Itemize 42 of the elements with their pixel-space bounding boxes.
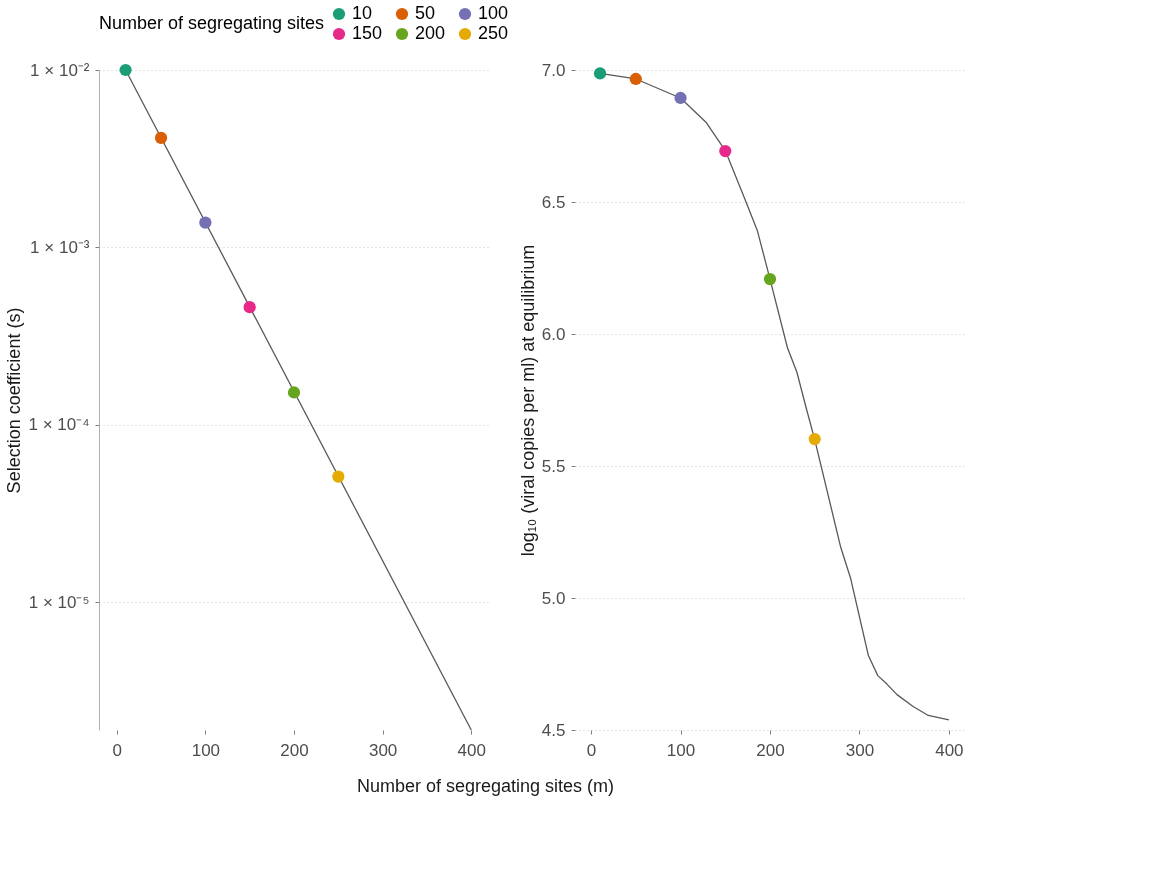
y-tick-label: 7.0 xyxy=(541,60,566,80)
x-tick-label: 300 xyxy=(368,740,398,760)
y-tick-label: 1 × 10⁻² xyxy=(30,60,90,80)
point xyxy=(332,470,345,483)
point xyxy=(674,91,687,105)
legend-label: 50 xyxy=(415,3,436,23)
y-tick-label: 6.5 xyxy=(541,192,566,212)
y-tick-label: 5.0 xyxy=(541,588,566,608)
legend-label: 10 xyxy=(352,3,373,23)
x-tick-label: 100 xyxy=(191,740,221,760)
legend-title: Number of segregating sites xyxy=(99,13,325,33)
point xyxy=(593,67,607,80)
point xyxy=(629,72,642,86)
point xyxy=(199,216,212,229)
point xyxy=(808,432,821,446)
x-tick-label: 300 xyxy=(845,740,875,760)
y-tick-label: 5.5 xyxy=(541,456,566,476)
y-tick-label: 1 × 10⁻⁴ xyxy=(28,415,90,435)
y-tick-label: 1 × 10⁻⁵ xyxy=(28,592,90,612)
legend-label: 100 xyxy=(478,3,509,23)
x-tick-label: 100 xyxy=(666,740,696,760)
point xyxy=(287,386,301,399)
legend-label: 200 xyxy=(415,23,446,43)
x-tick-label: 0 xyxy=(112,740,122,760)
y-tick-label: 6.0 xyxy=(541,324,566,344)
point xyxy=(154,131,168,145)
x-tick-label: 0 xyxy=(586,740,597,760)
point xyxy=(763,272,777,286)
y-axis-title: Selection coefficient (s) xyxy=(4,307,25,494)
x-tick-label: 400 xyxy=(935,740,964,760)
x-tick-label: 200 xyxy=(756,740,785,760)
y-tick-label: 1 × 10⁻³ xyxy=(30,237,90,257)
legend-label: 250 xyxy=(478,23,509,43)
x-tick-label: 200 xyxy=(280,740,309,760)
x-tick-label: 400 xyxy=(457,740,486,760)
legend-label: 150 xyxy=(352,23,383,43)
y-tick-label: 4.5 xyxy=(541,720,566,740)
point xyxy=(719,144,732,158)
point xyxy=(243,301,256,314)
point xyxy=(119,63,132,77)
y-axis-title: log₁₀ (viral copies per ml) at equilibrium xyxy=(517,244,538,557)
x-axis-title: Number of segregating sites (m) xyxy=(356,776,615,796)
